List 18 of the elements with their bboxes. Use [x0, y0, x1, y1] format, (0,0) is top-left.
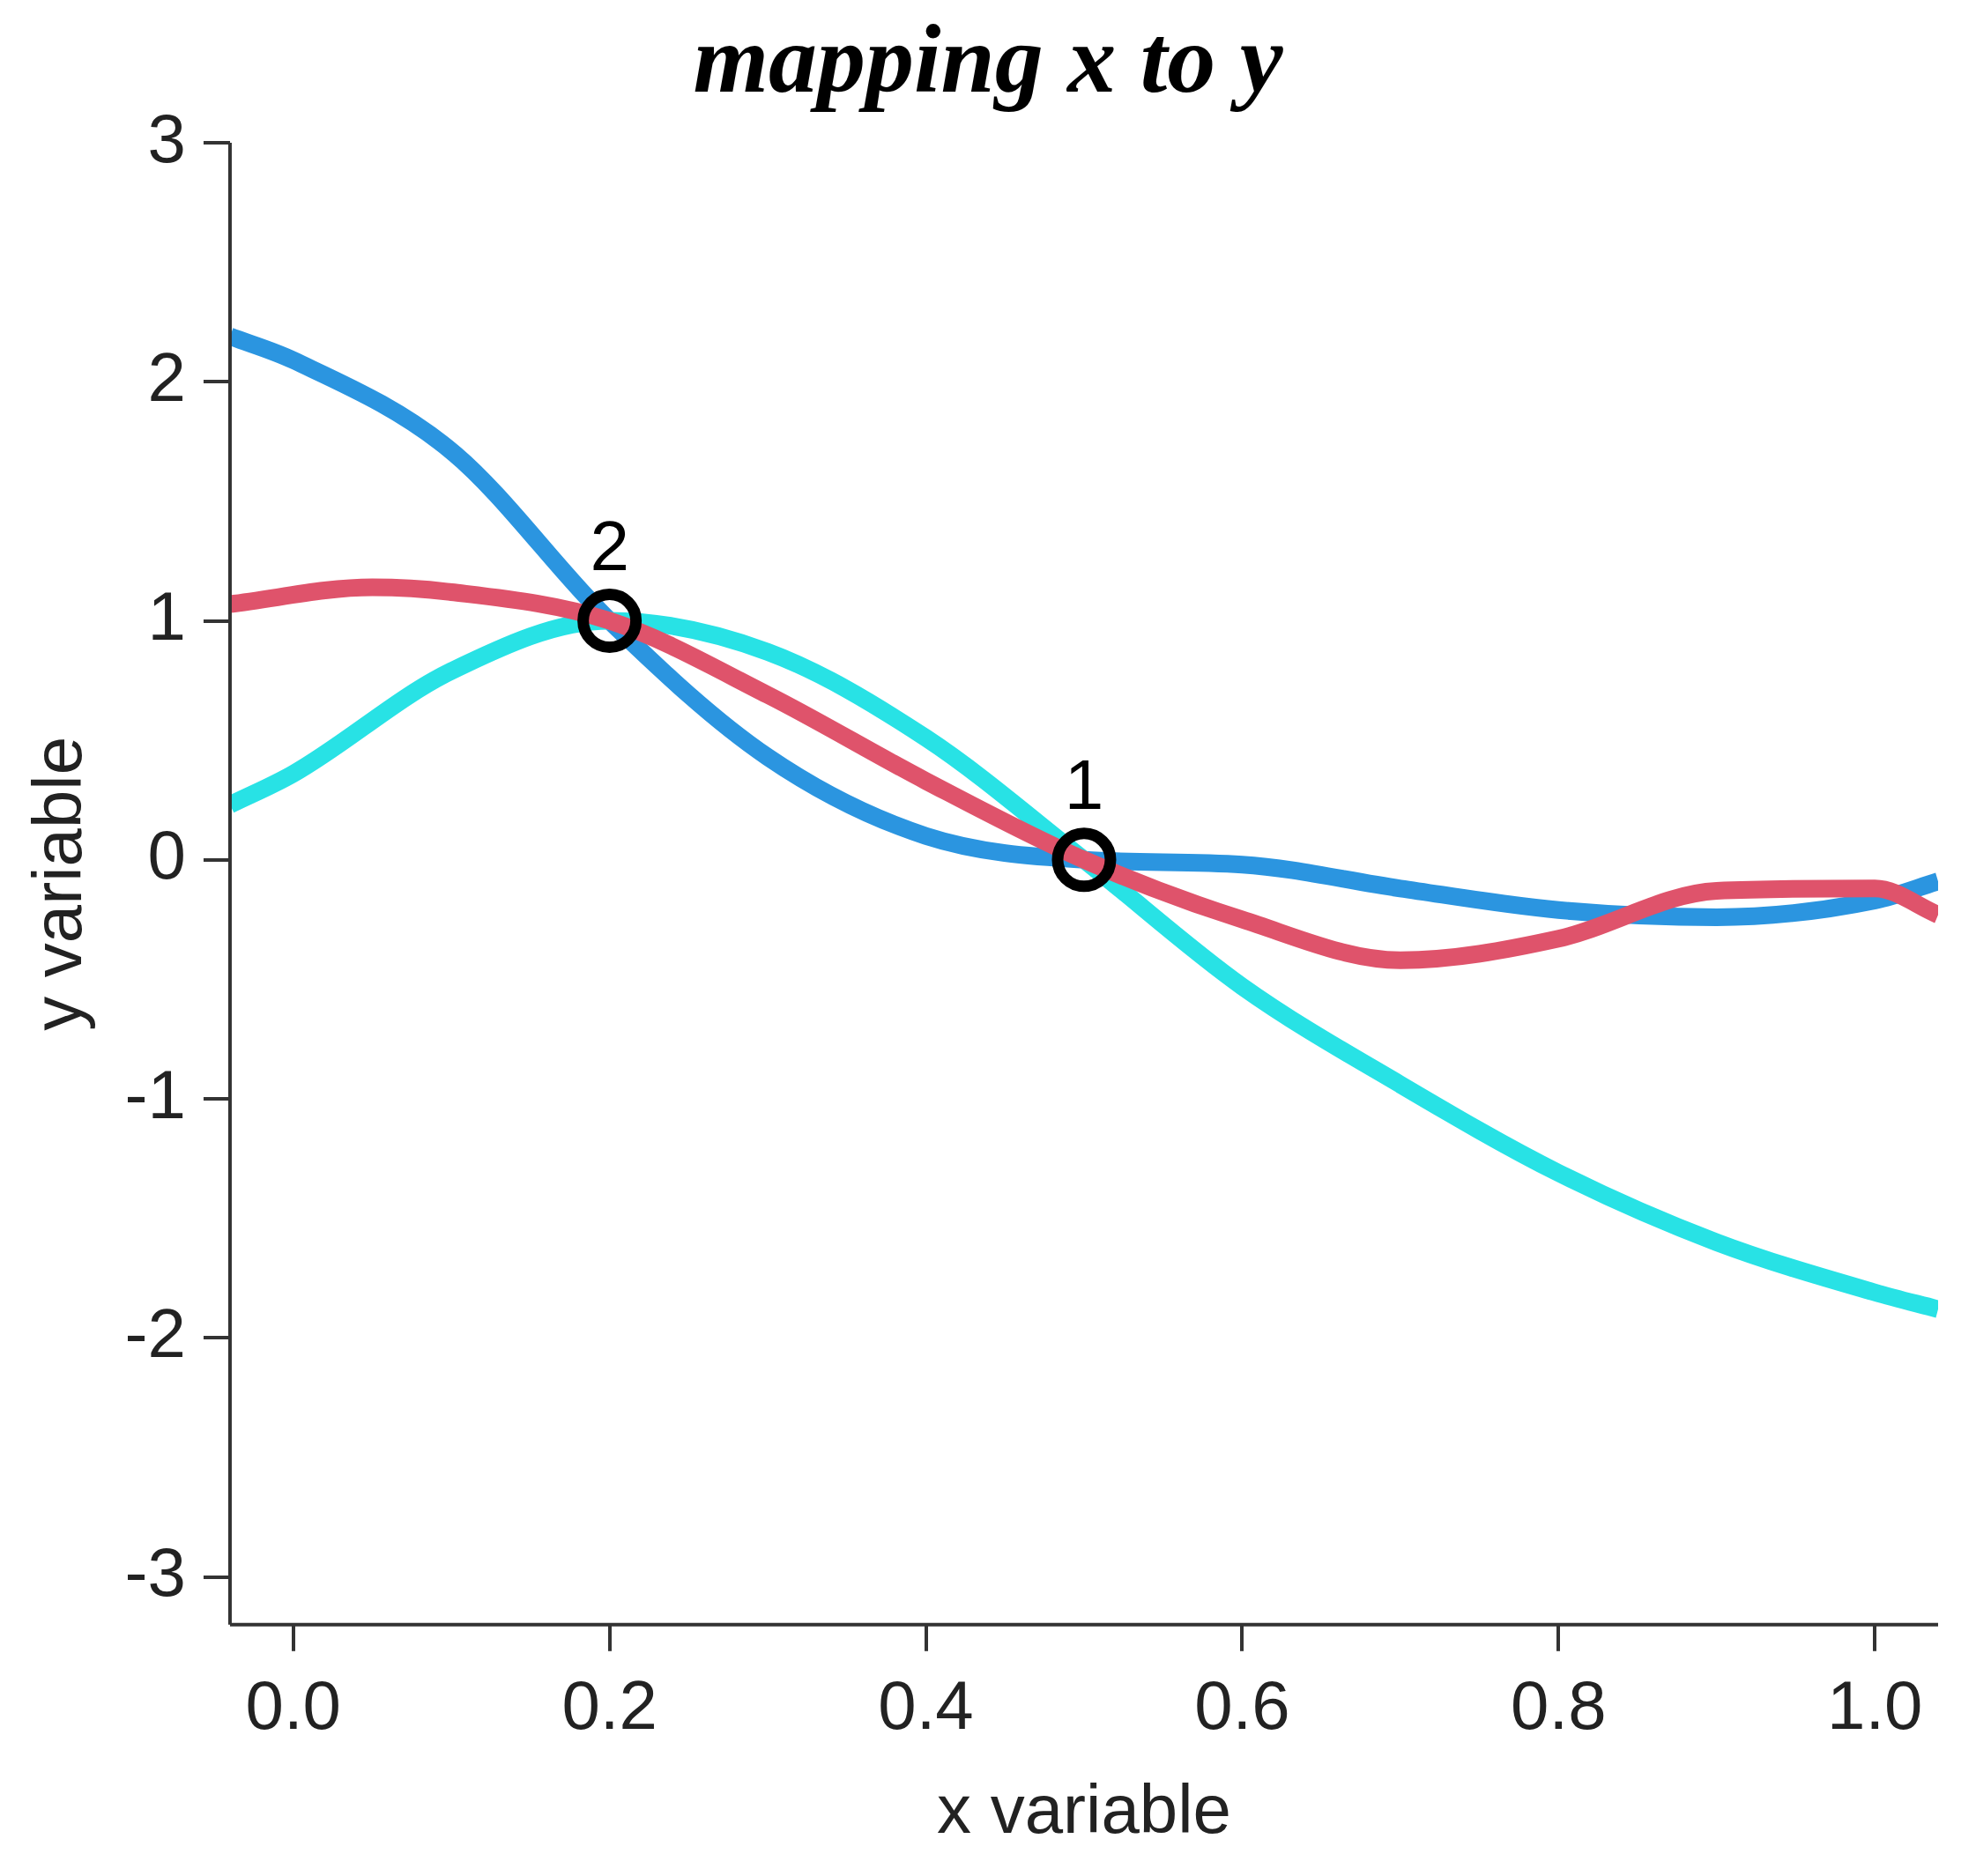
y-tick-label: 0 — [147, 816, 186, 894]
x-tick-label: 0.0 — [245, 1666, 341, 1745]
y-tick-label: 3 — [147, 99, 186, 177]
x-tick-label: 0.4 — [878, 1666, 974, 1745]
x-axis-title: x variable — [937, 1769, 1231, 1848]
x-tick-label: 0.6 — [1194, 1666, 1290, 1745]
annotation: 2 — [590, 506, 629, 585]
annotation: 1 — [1064, 745, 1104, 824]
y-tick-label: 1 — [147, 577, 186, 656]
y-tick-label: -3 — [124, 1533, 186, 1612]
y-tick-label: -1 — [124, 1055, 186, 1133]
x-tick-label: 1.0 — [1827, 1666, 1923, 1745]
y-tick-label: -2 — [124, 1294, 186, 1372]
x-tick-label: 0.2 — [561, 1666, 657, 1745]
x-tick-label: 0.8 — [1511, 1666, 1607, 1745]
y-tick-label: 2 — [147, 337, 186, 416]
chart-title: mapping x to y — [693, 5, 1284, 114]
y-axis-title: y variable — [19, 736, 97, 1031]
